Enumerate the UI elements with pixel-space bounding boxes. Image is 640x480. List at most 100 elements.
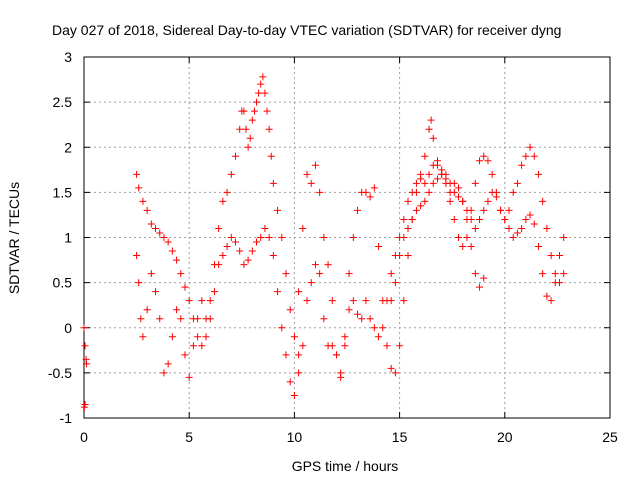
data-point: [299, 342, 307, 350]
data-point: [278, 324, 286, 332]
data-point: [265, 234, 273, 241]
data-point: [455, 234, 463, 241]
series-track-c: [295, 116, 488, 381]
data-point: [244, 256, 252, 264]
data-point: [480, 274, 488, 282]
data-point: [354, 206, 362, 214]
data-point: [269, 252, 277, 260]
x-tick-label: 10: [287, 429, 303, 445]
data-point: [177, 270, 185, 278]
data-point: [242, 125, 250, 133]
data-point: [341, 333, 349, 341]
data-point: [497, 206, 505, 214]
data-point: [185, 373, 193, 381]
data-point: [556, 252, 564, 260]
data-point: [345, 270, 353, 278]
x-axis-label: GPS time / hours: [292, 458, 399, 474]
x-tick-label: 15: [392, 429, 408, 445]
data-point: [509, 188, 517, 196]
data-point: [274, 288, 282, 296]
data-point: [80, 324, 88, 332]
data-point: [236, 125, 244, 133]
data-point: [370, 324, 378, 332]
data-point: [253, 238, 261, 246]
data-point: [160, 234, 168, 241]
data-point: [194, 333, 202, 341]
data-point: [543, 224, 551, 232]
data-point: [143, 206, 151, 214]
data-point: [83, 360, 91, 368]
data-point: [492, 193, 500, 201]
data-point: [143, 306, 151, 314]
data-point: [362, 188, 370, 196]
data-point: [181, 351, 189, 359]
axis-ticks: 0 5 10 15 20 25 -1 -0.5 0 0.5 1 1.5 2 2.5 3: [48, 49, 618, 445]
data-point: [375, 333, 383, 341]
data-point: [425, 125, 433, 133]
data-point: [433, 157, 441, 165]
data-point: [177, 315, 185, 323]
data-point: [303, 297, 311, 305]
data-point: [455, 193, 463, 201]
data-point: [421, 197, 429, 205]
y-tick-label: 1: [64, 230, 72, 246]
data-point: [518, 161, 526, 169]
data-point: [295, 351, 303, 359]
data-point: [246, 134, 254, 142]
data-point: [509, 234, 517, 241]
data-point: [526, 211, 534, 219]
data-point: [530, 152, 538, 160]
data-point: [459, 243, 467, 251]
data-point: [501, 215, 509, 223]
data-point: [383, 342, 391, 350]
data-point: [311, 261, 319, 269]
chart-title: Day 027 of 2018, Sidereal Day-to-day VTE…: [52, 22, 561, 38]
data-point: [160, 369, 168, 377]
data-point: [307, 179, 315, 187]
data-point: [375, 243, 383, 251]
data-point: [189, 342, 197, 350]
data-point: [80, 403, 88, 411]
data-point: [185, 297, 193, 305]
data-point: [202, 315, 210, 323]
data-point: [488, 188, 496, 196]
y-tick-label: 0.5: [53, 275, 73, 291]
data-point: [240, 107, 248, 115]
data-point: [320, 234, 328, 241]
data-point: [231, 152, 239, 160]
data-point: [427, 116, 435, 124]
data-point: [147, 220, 155, 228]
data-point: [152, 224, 160, 232]
data-point: [421, 179, 429, 187]
data-point: [362, 297, 370, 305]
data-point: [387, 364, 395, 372]
data-point: [349, 234, 357, 241]
data-point: [257, 234, 265, 241]
data-point: [429, 161, 437, 169]
data-point: [152, 288, 160, 296]
data-point: [286, 306, 294, 314]
data-point: [547, 297, 555, 305]
data-point: [354, 310, 362, 318]
data-point: [307, 279, 315, 287]
data-point: [210, 261, 218, 269]
data-point: [396, 342, 404, 350]
data-point: [290, 333, 298, 341]
data-point: [358, 315, 366, 323]
data-point: [231, 238, 239, 246]
data-point: [328, 297, 336, 305]
data-point: [404, 224, 412, 232]
data-point: [484, 157, 492, 165]
series-track-d: [303, 143, 568, 377]
data-point: [282, 270, 290, 278]
data-point: [387, 270, 395, 278]
data-point: [429, 179, 437, 187]
data-point: [253, 98, 261, 106]
data-point: [534, 243, 542, 251]
data-point: [295, 369, 303, 377]
data-point: [404, 197, 412, 205]
data-point: [467, 243, 475, 251]
data-point: [471, 270, 479, 278]
data-point: [223, 188, 231, 196]
